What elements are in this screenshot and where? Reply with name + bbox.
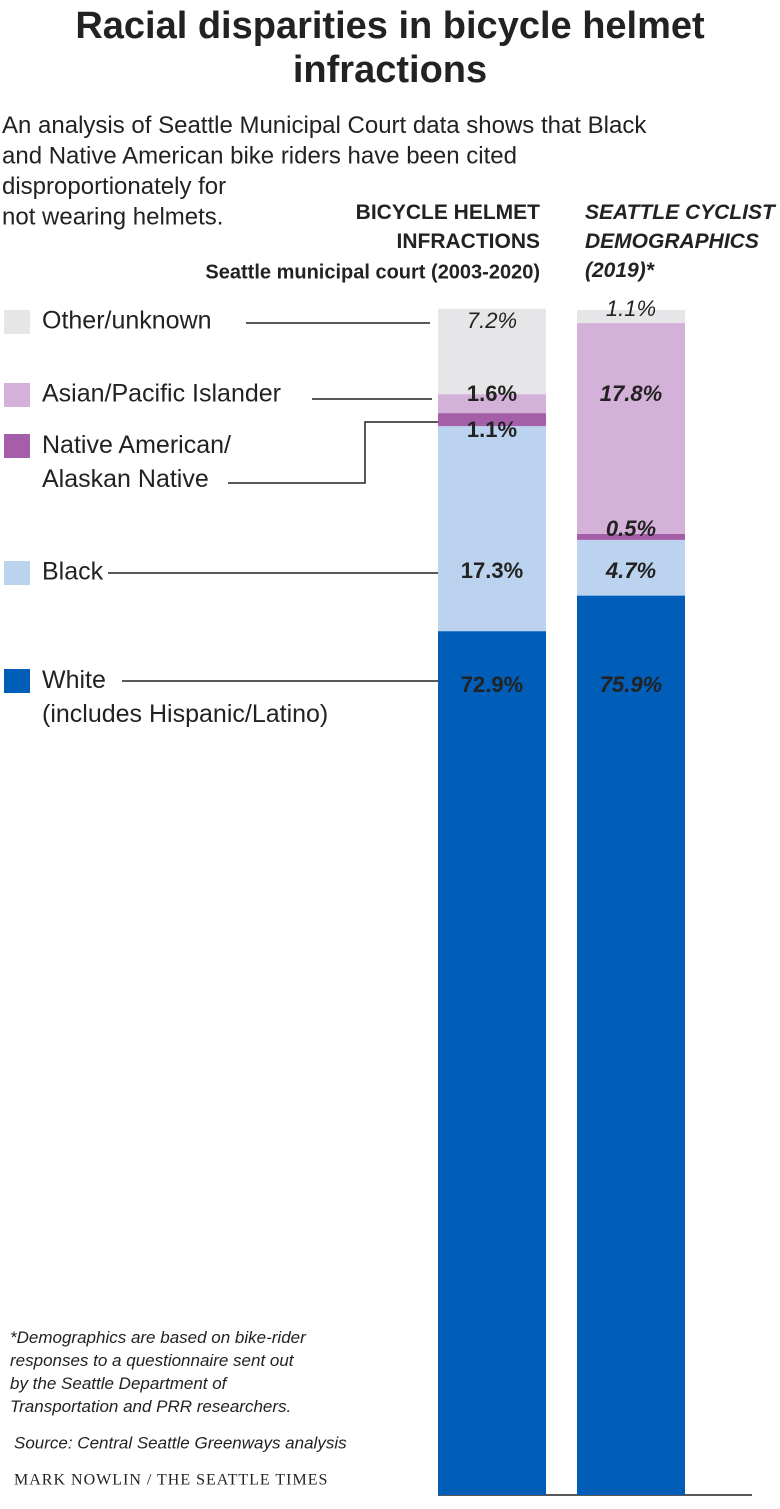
credit: MARK NOWLIN / THE SEATTLE TIMES — [14, 1472, 328, 1489]
source: Source: Central Seattle Greenways analys… — [14, 1433, 347, 1452]
value-label: 0.5% — [606, 516, 656, 541]
bar-segment — [577, 595, 685, 1495]
leader-line — [228, 421, 438, 484]
legend-label: Other/unknown — [42, 307, 212, 335]
footnote: *Demographics are based on bike-rider res… — [10, 1328, 307, 1416]
value-label: 17.3% — [461, 558, 523, 583]
bar-segment — [577, 323, 685, 534]
value-label: 4.7% — [605, 558, 656, 583]
leader-lines — [108, 322, 442, 682]
subtitle: An analysis of Seattle Municipal Court d… — [2, 112, 647, 231]
column-header: BICYCLE HELMET INFRACTIONS — [356, 201, 541, 253]
legend-label: Native American/Alaskan Native — [42, 431, 231, 493]
legend-label: Black — [42, 558, 104, 586]
legend-label: White (includes Hispanic/Latino) — [42, 666, 328, 728]
column-note: Seattle municipal court (2003-2020) — [205, 261, 540, 283]
legend-swatch — [4, 669, 30, 693]
value-label: 1.6% — [467, 381, 517, 406]
legend-swatch — [4, 561, 30, 585]
bar-segment — [577, 310, 685, 324]
bar-segment — [438, 308, 546, 395]
value-label: 72.9% — [461, 672, 523, 697]
bar-segment — [577, 539, 685, 596]
value-label: 1.1% — [467, 417, 517, 442]
value-label: 1.1% — [606, 296, 656, 321]
value-label: 17.8% — [600, 381, 662, 406]
chart-title: Racial disparities in bicycle helmet infr… — [75, 5, 705, 91]
legend-label: Asian/Pacific Islander — [42, 380, 281, 408]
bar-segment — [577, 533, 685, 540]
column-header: SEATTLE CYCLIST DEMOGRAPHICS (2019)* — [585, 201, 777, 282]
value-label: 7.2% — [467, 308, 517, 333]
legend-swatch — [4, 310, 30, 334]
value-label: 75.9% — [600, 672, 662, 697]
bar-segment — [438, 631, 546, 1495]
bar-segment — [438, 426, 546, 632]
legend-swatch — [4, 434, 30, 458]
legend-swatch — [4, 383, 30, 407]
bar-segment — [438, 413, 546, 427]
bar-segment — [438, 394, 546, 414]
